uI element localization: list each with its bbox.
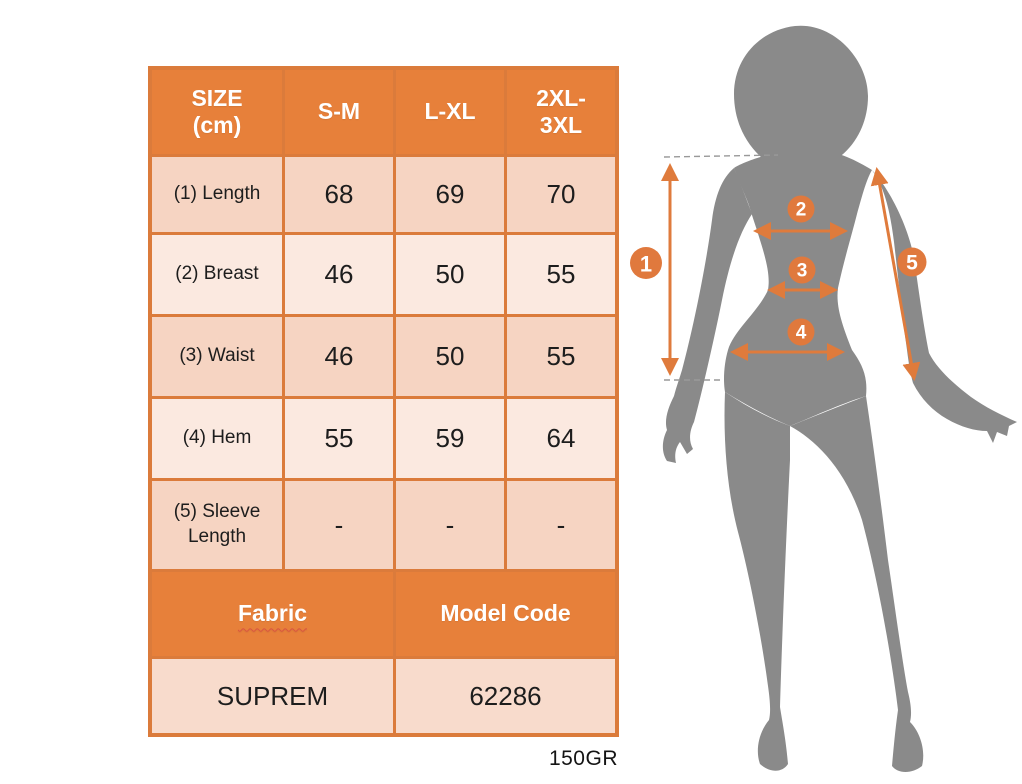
- silhouette-left-arm: [662, 168, 752, 463]
- fabric-header-label: Fabric: [237, 600, 308, 627]
- col-header-s-m: S-M: [285, 70, 393, 154]
- value-breast-lxl: 50: [396, 235, 504, 314]
- marker-number-5: 5: [906, 252, 918, 275]
- row-label-waist: (3) Waist: [152, 317, 282, 396]
- marker-circle-1: [630, 247, 662, 279]
- model-code-header: Model Code: [396, 572, 615, 656]
- col-header-2xl-3xl: 2XL- 3XL: [507, 70, 615, 154]
- value-breast-2xl3xl: 55: [507, 235, 615, 314]
- value-length-sm: 68: [285, 157, 393, 232]
- value-waist-2xl3xl: 55: [507, 317, 615, 396]
- fabric-value: SUPREM: [152, 659, 393, 733]
- size-chart-table: SIZE (cm) S-M L-XL 2XL- 3XL (1) Length 6…: [148, 66, 619, 737]
- value-sleeve-sm: -: [285, 481, 393, 569]
- row-label-breast: (2) Breast: [152, 235, 282, 314]
- value-length-lxl: 69: [396, 157, 504, 232]
- fabric-header: Fabric: [152, 572, 393, 656]
- value-hem-sm: 55: [285, 399, 393, 478]
- marker-circle-3: [788, 256, 816, 284]
- measure-arrow-5-sleeve: [870, 167, 921, 381]
- marker-number-4: 4: [796, 323, 807, 344]
- marker-number-2: 2: [796, 200, 807, 221]
- value-length-2xl3xl: 70: [507, 157, 615, 232]
- measurement-arrows: [661, 163, 921, 381]
- marker-circle-5: [897, 247, 927, 277]
- dashed-line-top: [663, 154, 779, 158]
- silhouette-torso: [724, 150, 872, 426]
- value-sleeve-lxl: -: [396, 481, 504, 569]
- col-header-size-cm: SIZE (cm): [152, 70, 282, 154]
- row-label-hem: (4) Hem: [152, 399, 282, 478]
- silhouette-head: [734, 25, 868, 190]
- value-breast-sm: 46: [285, 235, 393, 314]
- measurement-figure: 1 2 3 4 5: [630, 25, 1017, 772]
- marker-circle-2: [787, 195, 815, 223]
- weight-note: 150GR: [548, 747, 618, 770]
- marker-number-3: 3: [797, 261, 808, 282]
- value-waist-lxl: 50: [396, 317, 504, 396]
- measurement-markers: 1 2 3 4 5: [630, 195, 927, 346]
- marker-number-1: 1: [640, 252, 652, 277]
- row-label-length: (1) Length: [152, 157, 282, 232]
- silhouette-left-leg: [724, 392, 790, 771]
- silhouette-right-arm: [872, 170, 1017, 443]
- body-silhouette: [662, 25, 1017, 772]
- value-waist-sm: 46: [285, 317, 393, 396]
- value-sleeve-2xl3xl: -: [507, 481, 615, 569]
- value-hem-lxl: 59: [396, 399, 504, 478]
- col-header-l-xl: L-XL: [396, 70, 504, 154]
- reference-lines: [663, 154, 779, 381]
- row-label-sleeve-length: (5) Sleeve Length: [152, 481, 282, 569]
- marker-circle-4: [787, 318, 815, 346]
- value-hem-2xl3xl: 64: [507, 399, 615, 478]
- silhouette-right-leg: [790, 396, 924, 772]
- model-code-value: 62286: [396, 659, 615, 733]
